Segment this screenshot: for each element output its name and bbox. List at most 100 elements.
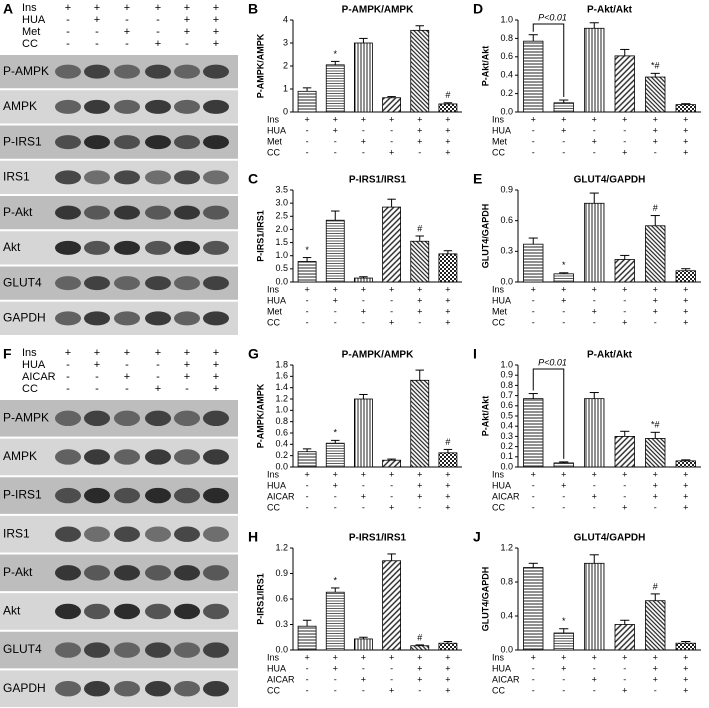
treatment-sign: - bbox=[418, 317, 421, 327]
treatment-sign: - bbox=[306, 317, 309, 327]
y-axis-label: P-IRS1/IRS1 bbox=[255, 210, 265, 262]
blot-band bbox=[145, 526, 171, 542]
blot-label: P-Akt bbox=[3, 205, 33, 219]
blot-band bbox=[145, 565, 171, 581]
treatment-sign: + bbox=[304, 114, 309, 124]
treatment-sign: + bbox=[417, 480, 422, 490]
treatment-sign: - bbox=[532, 502, 535, 512]
chart-title: P-IRS1/IRS1 bbox=[349, 533, 407, 544]
bar bbox=[410, 379, 430, 468]
treatment-sign: + bbox=[94, 347, 100, 359]
treatment-sign: - bbox=[562, 317, 565, 327]
treatment-sign: + bbox=[155, 383, 161, 395]
treatment-sign: + bbox=[561, 125, 566, 135]
treatment-sign: + bbox=[683, 674, 688, 684]
y-tick-label: 0.2 bbox=[500, 441, 513, 451]
treatment-name: HUA bbox=[267, 125, 286, 135]
panel-letter: J bbox=[473, 529, 481, 545]
treatment-sign: + bbox=[592, 284, 597, 294]
blot-band bbox=[203, 603, 229, 620]
bar bbox=[382, 459, 401, 468]
treatment-name: Met bbox=[492, 306, 508, 316]
treatment-sign: + bbox=[445, 491, 450, 501]
treatment-sign: - bbox=[654, 502, 657, 512]
bar bbox=[675, 642, 696, 651]
treatment-sign: - bbox=[95, 383, 99, 395]
blot-band bbox=[114, 64, 140, 79]
y-tick-label: 0.8 bbox=[500, 576, 513, 586]
bar bbox=[645, 76, 666, 113]
bar bbox=[523, 567, 544, 651]
bar bbox=[297, 451, 317, 468]
treatment-sign: - bbox=[593, 317, 596, 327]
y-tick-label: 0.0 bbox=[500, 461, 513, 471]
treatment-sign: - bbox=[623, 663, 626, 673]
y-tick-label: 2 bbox=[283, 60, 288, 70]
blot-band bbox=[55, 603, 81, 620]
chart-title: P-AMPK/AMPK bbox=[342, 5, 414, 16]
y-tick-label: 0.0 bbox=[275, 644, 288, 654]
treatment-sign: + bbox=[592, 491, 597, 501]
treatment-sign: + bbox=[653, 114, 658, 124]
y-tick-label: 1.0 bbox=[500, 359, 513, 369]
blot-band bbox=[114, 99, 140, 114]
treatment-sign: + bbox=[124, 26, 130, 38]
treatment-name: CC bbox=[267, 147, 280, 157]
treatment-sign: + bbox=[592, 674, 597, 684]
treatment-sign: + bbox=[622, 317, 627, 327]
blot-band bbox=[84, 135, 110, 150]
treatment-sign: - bbox=[66, 38, 70, 50]
chart-title: P-IRS1/IRS1 bbox=[349, 175, 407, 186]
y-axis-label: GLUT4/GAPDH bbox=[480, 204, 490, 269]
blot-band bbox=[114, 276, 140, 291]
blot-band bbox=[55, 526, 81, 542]
bar bbox=[645, 438, 666, 468]
y-tick-label: 3.0 bbox=[275, 198, 288, 208]
treatment-sign: + bbox=[592, 114, 597, 124]
blot-band bbox=[174, 449, 200, 465]
treatment-name: Ins bbox=[267, 469, 280, 479]
y-tick-label: 0.4 bbox=[500, 610, 513, 620]
treatment-sign: - bbox=[562, 502, 565, 512]
treatment-sign: + bbox=[683, 147, 688, 157]
blot-band bbox=[174, 565, 200, 581]
treatment-name: CC bbox=[492, 685, 505, 695]
panel-letter: C bbox=[248, 171, 258, 187]
blot-band bbox=[203, 240, 229, 255]
y-tick-label: 1.0 bbox=[500, 14, 513, 24]
y-axis-label: P-Akt/Akt bbox=[480, 46, 490, 87]
treatment-sign: + bbox=[561, 295, 566, 305]
treatment-sign: - bbox=[66, 371, 70, 383]
bar bbox=[675, 460, 696, 468]
blot-band bbox=[203, 487, 229, 504]
blot-label: AMPK bbox=[3, 99, 37, 113]
blot-band bbox=[145, 64, 171, 79]
treatment-sign: + bbox=[184, 347, 190, 359]
treatment-sign: + bbox=[361, 491, 366, 501]
treatment-name: Ins bbox=[492, 114, 505, 124]
treatment-sign: + bbox=[124, 2, 130, 14]
treatment-sign: + bbox=[213, 26, 219, 38]
treatment-sign: + bbox=[417, 469, 422, 479]
treatment-sign: - bbox=[66, 383, 70, 395]
y-axis-label: P-Akt/Akt bbox=[480, 396, 490, 437]
bar bbox=[325, 442, 345, 468]
y-tick-label: 3.5 bbox=[275, 184, 288, 194]
bar bbox=[354, 638, 373, 651]
y-tick-label: 0.1 bbox=[500, 451, 513, 461]
treatment-sign: - bbox=[654, 685, 657, 695]
treatment-sign: + bbox=[361, 652, 366, 662]
blot-band bbox=[114, 487, 140, 504]
treatment-sign: - bbox=[334, 306, 337, 316]
treatment-sign: - bbox=[418, 502, 421, 512]
treatment-sign: + bbox=[653, 136, 658, 146]
blot-band bbox=[55, 135, 81, 150]
blot-band bbox=[203, 410, 229, 427]
bar bbox=[553, 273, 574, 283]
y-tick-label: 1.6 bbox=[275, 371, 288, 381]
treatment-name: CC bbox=[22, 38, 38, 50]
treatment-sign: + bbox=[155, 347, 161, 359]
y-tick-label: 0.6 bbox=[275, 427, 288, 437]
treatment-sign: - bbox=[306, 491, 309, 501]
